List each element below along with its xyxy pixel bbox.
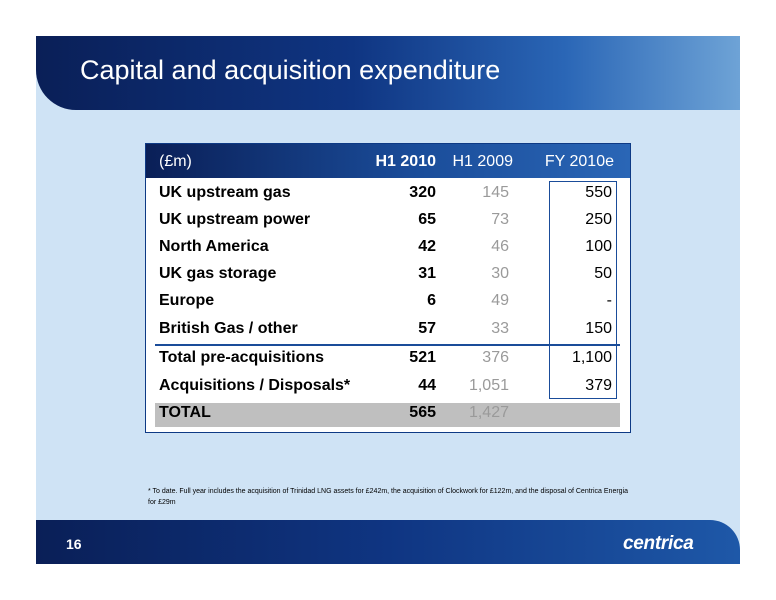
table-row: Acquisitions / Disposals* 44 1,051 379	[146, 373, 630, 400]
table-row: British Gas / other 57 33 150	[146, 316, 630, 343]
value-h1-2009: 49	[491, 292, 509, 309]
value-h1-2010: 31	[418, 265, 436, 282]
slide-title: Capital and acquisition expenditure	[80, 55, 501, 85]
table-row: Europe 6 49 -	[146, 288, 630, 315]
value-h1-2010: 57	[418, 320, 436, 337]
total-row-background	[155, 403, 620, 427]
value-h1-2010: 521	[409, 349, 436, 366]
value-h1-2009: 1,051	[468, 377, 509, 394]
row-label: UK upstream power	[159, 211, 311, 228]
row-label: North America	[159, 238, 269, 255]
table-row: UK gas storage 31 30 50	[146, 261, 630, 288]
value-h1-2009: 145	[482, 184, 509, 201]
expenditure-table: (£m) H1 2010 H1 2009 FY 2010e UK upstrea…	[145, 143, 631, 433]
value-fy-2010e: 379	[585, 377, 612, 394]
value-fy-2010e: 250	[585, 211, 612, 228]
value-fy-2010e: 550	[585, 184, 612, 201]
value-h1-2009: 46	[491, 238, 509, 255]
table-row: UK upstream power 65 73 250	[146, 207, 630, 234]
row-label: British Gas / other	[159, 320, 298, 337]
total-row: TOTAL 565 1,427	[146, 400, 630, 427]
value-h1-2010: 565	[409, 404, 436, 421]
centrica-logo: centrica	[623, 533, 694, 554]
value-h1-2009: 376	[482, 349, 509, 366]
value-fy-2010e: -	[606, 292, 612, 309]
header-h1-2010: H1 2010	[375, 153, 437, 170]
row-label: TOTAL	[159, 404, 211, 421]
value-h1-2010: 42	[418, 238, 436, 255]
value-fy-2010e: 50	[594, 265, 612, 282]
value-h1-2009: 33	[491, 320, 509, 337]
page-number: 16	[66, 536, 82, 552]
value-h1-2010: 65	[418, 211, 436, 228]
table-row: Total pre-acquisitions 521 376 1,100	[146, 345, 630, 372]
value-h1-2009: 30	[491, 265, 509, 282]
table-row: UK upstream gas 320 145 550	[146, 180, 630, 207]
row-label: Total pre-acquisitions	[159, 349, 325, 366]
footnote: * To date. Full year includes the acquis…	[148, 488, 629, 506]
footer-bar	[36, 520, 740, 564]
title-bar	[36, 36, 740, 110]
value-h1-2009: 1,427	[468, 404, 509, 421]
table-row: North America 42 46 100	[146, 234, 630, 261]
value-h1-2010: 44	[418, 377, 436, 394]
row-label: UK gas storage	[159, 265, 277, 282]
header-unit: (£m)	[159, 153, 192, 170]
header-h1-2009: H1 2009	[452, 153, 514, 170]
value-fy-2010e: 100	[585, 238, 612, 255]
row-label: Acquisitions / Disposals*	[159, 377, 351, 394]
value-fy-2010e: 150	[585, 320, 612, 337]
subtotal-divider	[155, 344, 620, 346]
value-h1-2010: 6	[427, 292, 436, 309]
table-header: (£m) H1 2010 H1 2009 FY 2010e	[146, 144, 630, 178]
value-fy-2010e: 1,100	[571, 349, 612, 366]
value-h1-2009: 73	[491, 211, 509, 228]
row-label: UK upstream gas	[159, 184, 291, 201]
fy-2010e-highlight-box	[549, 181, 617, 399]
value-h1-2010: 320	[409, 184, 436, 201]
header-fy-2010e: FY 2010e	[544, 153, 614, 170]
row-label: Europe	[159, 292, 215, 309]
